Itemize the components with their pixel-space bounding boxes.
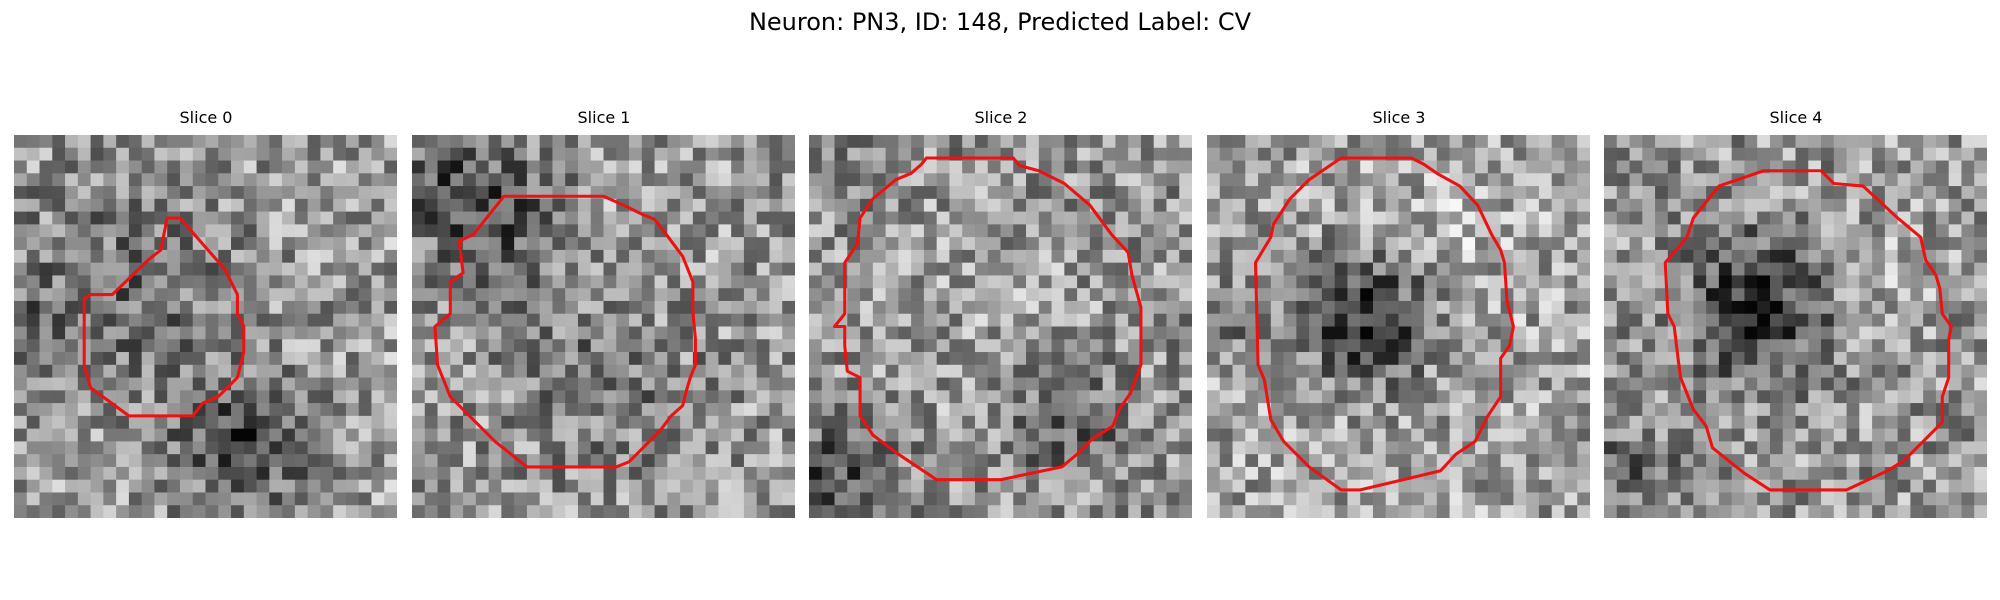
segmentation-contour: [1663, 169, 1953, 492]
slice-title-2: Slice 2: [974, 108, 1028, 127]
slice-image-4: [1604, 135, 1987, 518]
slice-panel-3: Slice 3: [1207, 104, 1591, 518]
segmentation-contour: [433, 194, 697, 469]
slice-image-1: [412, 135, 795, 518]
slice-panel-1: Slice 1: [412, 104, 796, 518]
slice-panel-0: Slice 0: [14, 104, 398, 518]
slice-image-2: [809, 135, 1192, 518]
slice-image-3: [1207, 135, 1590, 518]
slice-title-1: Slice 1: [577, 108, 631, 127]
segmentation-contour: [1253, 156, 1515, 492]
segmentation-contour: [82, 216, 246, 418]
slice-image-0: [14, 135, 397, 518]
figure-title: Neuron: PN3, ID: 148, Predicted Label: C…: [748, 8, 1252, 36]
slice-panel-4: Slice 4: [1604, 104, 1988, 518]
slice-title-0: Slice 0: [179, 108, 233, 127]
segmentation-contour: [833, 156, 1143, 482]
slice-title-4: Slice 4: [1769, 108, 1823, 127]
slice-title-3: Slice 3: [1372, 108, 1426, 127]
slice-panel-2: Slice 2: [809, 104, 1193, 518]
